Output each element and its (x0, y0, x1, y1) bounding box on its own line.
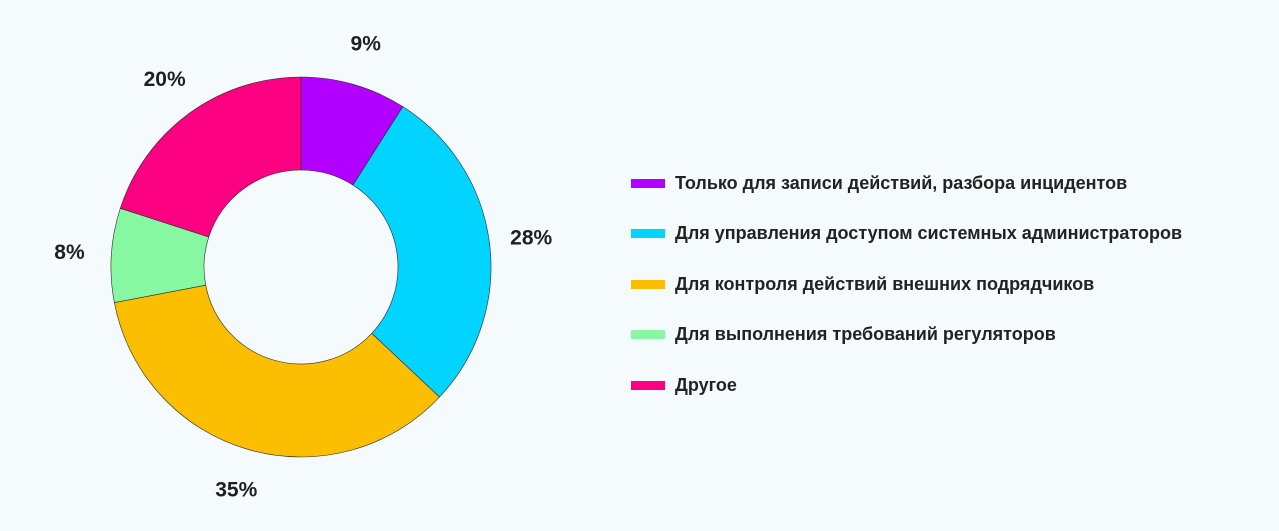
slice-labels: 9% 28% 35% 8% 20% (54, 33, 552, 502)
legend-item: Только для записи действий, разбора инци… (631, 168, 1276, 198)
slice-percent-label: 28% (510, 226, 552, 249)
donut-plot: 9% 28% 35% 8% 20% (54, 33, 552, 502)
legend-swatch (631, 178, 665, 188)
slice (114, 284, 440, 458)
slice-percent-label: 35% (215, 478, 257, 501)
legend-label: Для выполнения требований регуляторов (675, 324, 1056, 344)
legend-label: Другое (675, 374, 737, 395)
legend-label: Для контроля действий внешних подрядчико… (675, 273, 1095, 294)
legend-swatch (631, 229, 665, 238)
legend-item: Для выполнения требований регуляторов (631, 320, 1276, 350)
legend-label: Для управления доступом системных админи… (675, 223, 1183, 243)
slice (119, 76, 302, 238)
legend-swatch (631, 330, 665, 339)
legend-swatch (631, 380, 665, 390)
legend-label: Только для записи действий, разбора инци… (675, 172, 1128, 193)
slice-percent-label: 8% (54, 241, 85, 264)
legend-item: Для управления доступом системных админи… (631, 219, 1276, 249)
legend: Только для записи действий, разбора инци… (631, 168, 1276, 421)
slices (110, 76, 492, 458)
slice (352, 106, 492, 398)
slice-percent-label: 9% (351, 33, 382, 56)
legend-item: Другое (631, 370, 1276, 400)
slice-percent-label: 20% (144, 68, 186, 91)
legend-item: Для контроля действий внешних подрядчико… (631, 269, 1276, 299)
legend-swatch (631, 279, 665, 289)
